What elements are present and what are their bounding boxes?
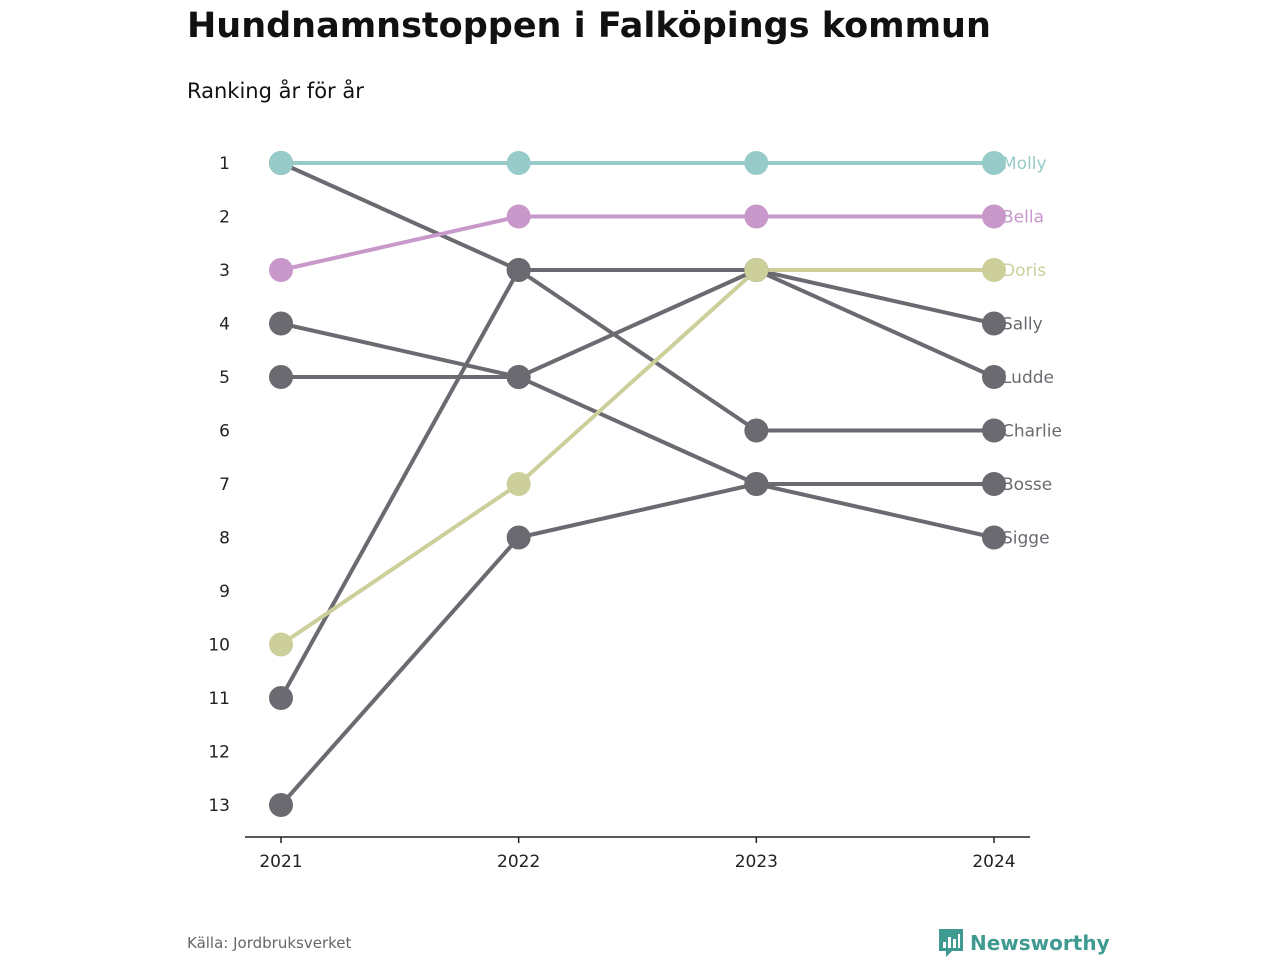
series-line-sigge: [279, 482, 996, 807]
brand-name: Newsworthy: [970, 931, 1110, 955]
series-line-ludde: [279, 268, 996, 700]
end-label-bella: Bella: [1002, 208, 1044, 228]
point-bosse: [269, 311, 293, 336]
series-line-doris: [279, 268, 996, 647]
x-tick-label: 2021: [259, 852, 302, 872]
point-sigge: [269, 793, 293, 817]
y-tick-label: 12: [208, 743, 230, 763]
point-bella: [744, 204, 769, 229]
point-doris: [982, 258, 1006, 282]
end-label-sally: Sally: [1002, 315, 1043, 335]
x-tick-label: 2024: [972, 852, 1015, 872]
y-tick-label: 10: [208, 636, 230, 656]
point-ludde: [506, 258, 531, 282]
y-tick-label: 6: [219, 422, 230, 442]
newsworthy-logo[interactable]: Newsworthy: [938, 928, 1110, 958]
y-tick-label: 13: [208, 796, 230, 816]
point-ludde: [982, 365, 1006, 389]
point-ludde: [269, 686, 293, 710]
series-line-bella: [279, 214, 996, 272]
point-bosse: [744, 472, 769, 496]
end-label-sigge: Sigge: [1002, 529, 1050, 549]
end-label-bosse: Bosse: [1002, 475, 1052, 495]
source-note: Källa: Jordbruksverket: [187, 934, 352, 952]
point-charlie: [982, 418, 1006, 443]
point-bella: [269, 258, 293, 282]
point-bella: [982, 204, 1006, 229]
end-label-ludde: Ludde: [1002, 368, 1054, 388]
end-label-doris: Doris: [1002, 261, 1046, 281]
point-sally: [269, 365, 293, 389]
chart-title: Hundnamnstoppen i Falköpings kommun: [187, 6, 991, 46]
point-sigge: [982, 525, 1006, 550]
point-bella: [506, 204, 531, 229]
y-tick-label: 9: [219, 582, 230, 602]
point-bosse: [982, 472, 1006, 496]
point-molly: [744, 151, 769, 175]
series-line-sally: [279, 268, 996, 379]
series-line-bosse: [279, 321, 996, 486]
point-molly: [269, 151, 293, 175]
y-tick-label: 4: [219, 315, 230, 335]
newsworthy-logo-icon: [939, 929, 963, 957]
y-tick-label: 11: [208, 689, 230, 709]
y-tick-label: 3: [219, 261, 230, 281]
x-tick-label: 2023: [735, 852, 778, 872]
x-tick-label: 2022: [497, 852, 540, 872]
point-molly: [506, 151, 531, 175]
y-tick-label: 2: [219, 208, 230, 228]
chart-subtitle: Ranking år för år: [187, 79, 364, 103]
point-molly: [982, 151, 1006, 175]
point-doris: [744, 258, 769, 282]
y-tick-label: 5: [219, 368, 230, 388]
point-charlie: [744, 418, 769, 443]
point-sigge: [506, 525, 531, 550]
end-label-charlie: Charlie: [1002, 422, 1062, 442]
series-line-charlie: [279, 161, 996, 433]
y-tick-label: 8: [219, 529, 230, 549]
y-tick-label: 1: [219, 154, 230, 174]
point-doris: [269, 632, 293, 657]
y-tick-label: 7: [219, 475, 230, 495]
point-doris: [506, 472, 531, 496]
end-label-molly: Molly: [1002, 154, 1047, 174]
point-sally: [982, 311, 1006, 336]
point-sally: [506, 365, 531, 389]
